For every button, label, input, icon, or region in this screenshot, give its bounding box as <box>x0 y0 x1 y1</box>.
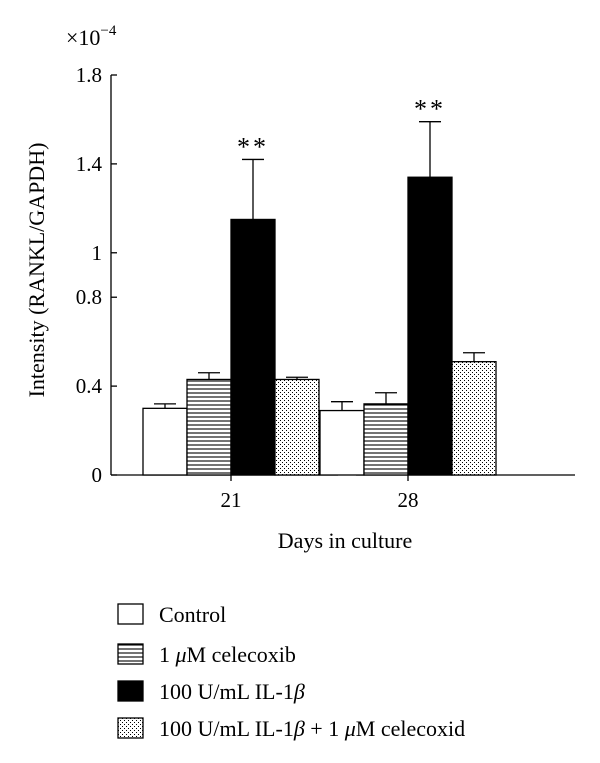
significance-marker: ** <box>414 95 446 124</box>
legend-swatch-2 <box>117 680 144 702</box>
y-ticks: 0 0.4 0.8 1 1.4 1.8 <box>76 63 117 487</box>
bars: ** ** <box>142 95 497 476</box>
x-ticks: 21 28 <box>221 475 419 512</box>
significance-marker: ** <box>237 132 269 161</box>
x-tick-label: 21 <box>221 488 242 512</box>
legend-swatch-0 <box>117 603 144 625</box>
legend-label-3: 100 U/mL IL-1β + 1 μM celecoxid <box>159 716 465 741</box>
bar-1-3 <box>451 361 497 476</box>
bar-1-1 <box>363 403 409 476</box>
legend: Control 1 μM celecoxib 100 U/mL IL-1β 100 U… <box>117 602 465 741</box>
bar-0-0 <box>142 407 188 476</box>
y-tick-label: 1.8 <box>76 63 102 87</box>
x-tick-label: 28 <box>398 488 419 512</box>
legend-swatch-1 <box>117 643 144 665</box>
y-tick-label: 0.8 <box>76 285 102 309</box>
x-axis-label: Days in culture <box>278 528 412 553</box>
bar-1-2 <box>407 176 453 476</box>
bar-0-1 <box>186 378 232 476</box>
bar-0-3 <box>274 378 320 476</box>
bar-1-0 <box>319 409 365 476</box>
y-axis-label: Intensity (RANKL/GAPDH) <box>24 143 49 398</box>
y-tick-label: 1 <box>92 241 103 265</box>
axis-multiplier: ×10−4 <box>66 23 117 50</box>
legend-label-0: Control <box>159 602 226 627</box>
legend-label-1: 1 μM celecoxib <box>159 642 296 667</box>
y-tick-label: 1.4 <box>76 152 103 176</box>
bar-0-2 <box>230 218 276 476</box>
y-tick-label: 0.4 <box>76 374 103 398</box>
legend-swatch-3 <box>117 717 144 739</box>
legend-label-2: 100 U/mL IL-1β <box>159 679 305 704</box>
y-tick-label: 0 <box>92 463 103 487</box>
